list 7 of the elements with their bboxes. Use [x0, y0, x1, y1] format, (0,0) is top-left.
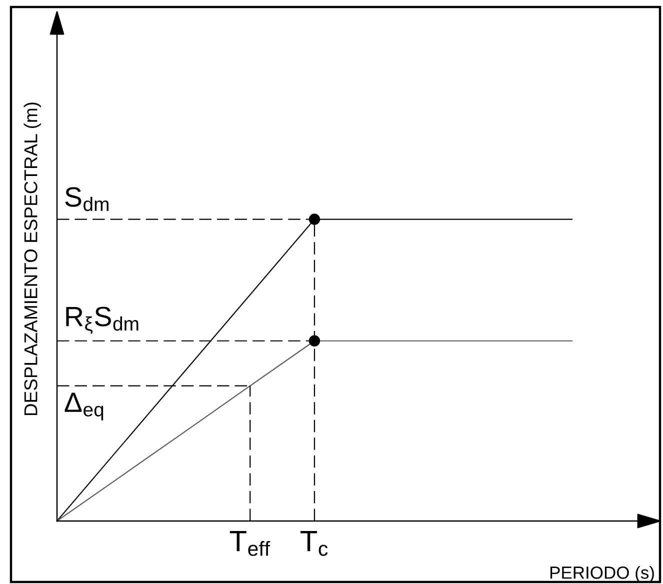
y-axis-title: DESPLAZAMIENTO ESPECTRAL (m): [24, 102, 41, 416]
annotation: Δ$_{eq}$: [64, 392, 104, 420]
x-axis-title: PERIODO (s): [550, 566, 654, 582]
x-tick-label: T$_{eff}$: [230, 531, 270, 556]
x-tick-label: T$_{c}$: [300, 531, 328, 556]
annotation: S$_{dm}$: [65, 187, 108, 212]
annotation: R$_{ξ}$S$_{dm}$: [66, 306, 138, 334]
